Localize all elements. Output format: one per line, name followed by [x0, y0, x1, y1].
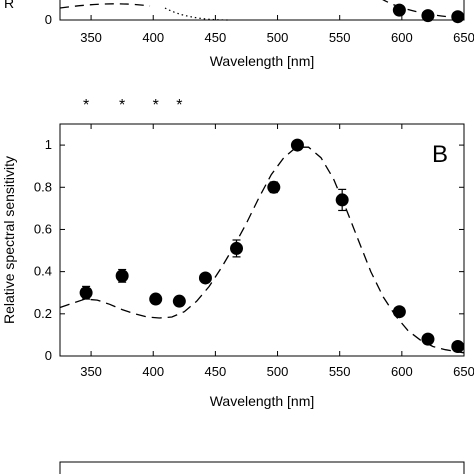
- significance-star: *: [153, 97, 159, 114]
- data-point: [149, 292, 163, 306]
- y-tick-label: 0.6: [34, 221, 52, 236]
- top-y-tick-label: 0: [45, 12, 52, 27]
- data-point: [230, 241, 244, 255]
- measured-points: [79, 138, 465, 354]
- y-tick-label: 0: [45, 348, 52, 363]
- data-point: [198, 271, 212, 285]
- x-tick-label: 600: [391, 364, 413, 379]
- top-dotted-curve: [164, 7, 231, 21]
- data-point: [421, 332, 435, 346]
- significance-marks: * * * *: [83, 97, 182, 114]
- top-ylabel-fragment: R: [4, 0, 14, 11]
- data-point: [290, 138, 304, 152]
- top-data-point: [392, 3, 406, 17]
- plot-frame: [59, 123, 465, 357]
- top-x-axis-label: Wavelength [nm]: [210, 53, 315, 69]
- panel-b: 0 0.2 0.4 0.6 0.8 1 350 400 450 500 550 600 650 B W…: [1, 123, 474, 409]
- top-x-ticks: 350 400 450 500 550 600 650: [80, 15, 474, 45]
- top-dashed-curve: [59, 3, 151, 9]
- bottom-plot-frame: [59, 461, 465, 474]
- panel-label: B: [432, 141, 448, 168]
- significance-star: *: [176, 97, 182, 114]
- x-tick-label: 350: [80, 364, 102, 379]
- data-point: [451, 340, 465, 354]
- data-point: [115, 269, 129, 283]
- top-x-tick-label: 650: [453, 30, 474, 45]
- x-axis-label: Wavelength [nm]: [210, 393, 315, 409]
- significance-star: *: [119, 97, 125, 114]
- y-tick-label: 0.8: [34, 179, 52, 194]
- x-tick-label: 650: [453, 364, 474, 379]
- y-tick-label: 0.2: [34, 306, 52, 321]
- top-x-tick-label: 500: [267, 30, 289, 45]
- x-ticks: 350 400 450 500 550 600 650: [80, 124, 474, 379]
- data-point: [392, 305, 406, 319]
- data-point: [335, 193, 349, 207]
- x-tick-label: 400: [142, 364, 164, 379]
- top-data-point: [451, 10, 465, 24]
- top-points: [392, 3, 465, 24]
- template-curve-dashed: [59, 146, 465, 354]
- x-tick-label: 550: [329, 364, 351, 379]
- significance-star: *: [83, 97, 89, 114]
- top-plot-frame: [59, 0, 465, 21]
- top-x-tick-label: 350: [80, 30, 102, 45]
- top-x-tick-label: 450: [205, 30, 227, 45]
- bottom-panel: [59, 461, 465, 474]
- top-x-tick-label: 550: [329, 30, 351, 45]
- data-point: [267, 180, 281, 194]
- x-tick-label: 500: [267, 364, 289, 379]
- data-point: [79, 286, 93, 300]
- top-x-tick-label: 400: [142, 30, 164, 45]
- y-axis-label: Relative spectral sensitivity: [1, 156, 17, 324]
- x-tick-label: 450: [205, 364, 227, 379]
- top-x-tick-label: 600: [391, 30, 413, 45]
- top-panel: R 0 350 400 450 500 550 600 650 Wavelength [nm…: [4, 0, 474, 69]
- y-ticks: 0 0.2 0.4 0.6 0.8 1: [34, 137, 464, 363]
- top-data-point: [421, 9, 435, 23]
- y-tick-label: 0.4: [34, 264, 52, 279]
- data-point: [172, 294, 186, 308]
- y-tick-label: 1: [45, 137, 52, 152]
